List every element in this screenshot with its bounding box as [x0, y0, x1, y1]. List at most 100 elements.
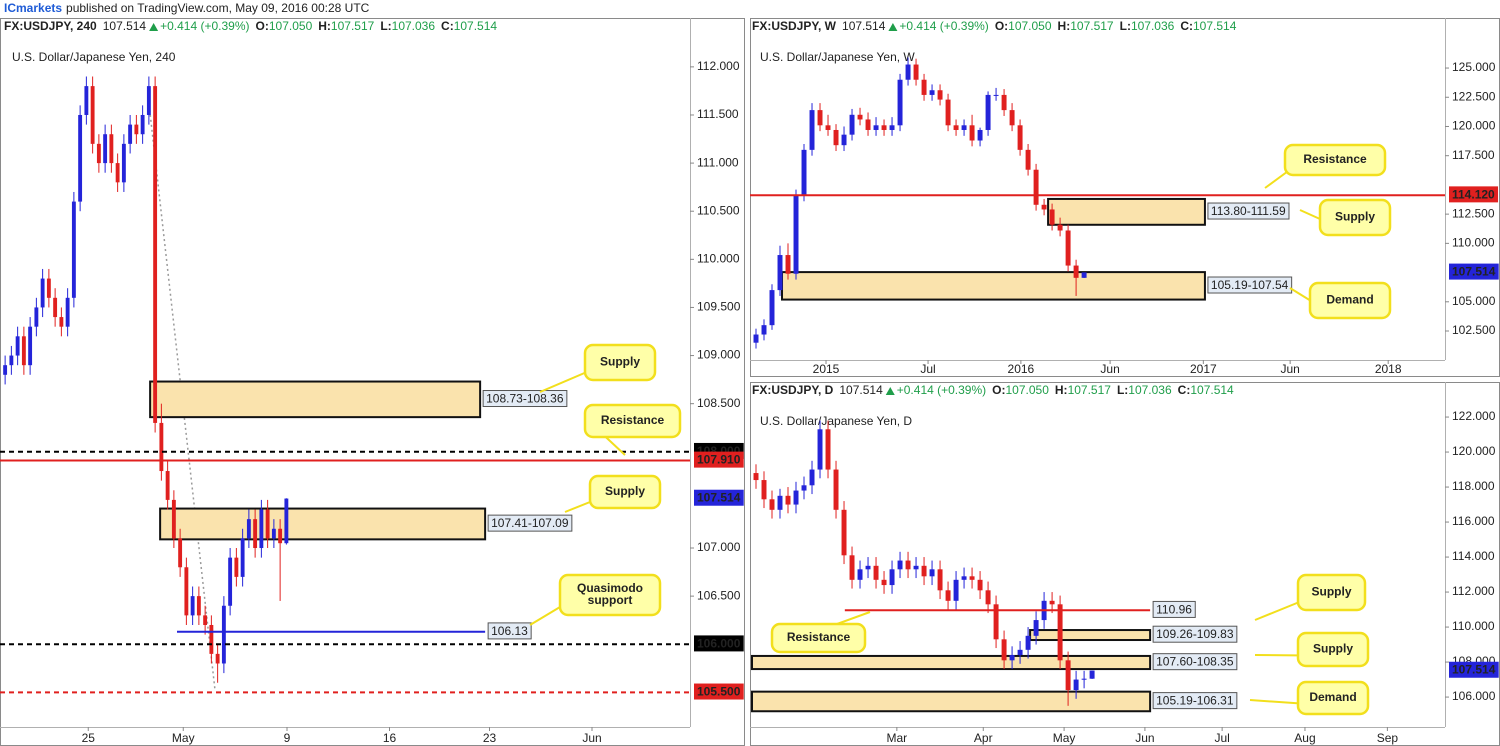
last-price: 107.514 [103, 19, 147, 33]
label-box [1449, 661, 1499, 678]
candle-body [777, 255, 783, 291]
symbol: FX:USDJPY, D [752, 383, 834, 397]
candle-body [817, 110, 823, 126]
candle-body [153, 86, 158, 423]
candle-body [921, 79, 927, 95]
candle-body [841, 509, 847, 556]
candle-body [40, 278, 45, 308]
candle-body [84, 86, 89, 115]
ohlc-key: C: [1180, 19, 1193, 33]
x-tick-label: 2015 [813, 362, 840, 376]
candle-body [253, 519, 258, 549]
candle-body [889, 125, 895, 130]
candle-body [873, 565, 879, 580]
candle-body [769, 290, 775, 326]
ohlc-value: 107.050 [1006, 383, 1050, 397]
chart-title: U.S. Dollar/Japanese Yen, W [760, 50, 915, 64]
candle-body [46, 278, 51, 298]
candle-body [945, 99, 951, 126]
label-box [694, 489, 744, 506]
up-arrow [149, 23, 159, 31]
candle-body [103, 134, 108, 164]
candle-body [897, 560, 903, 570]
ohlc-value: 107.036 [1131, 19, 1175, 33]
candle-body [209, 624, 214, 654]
callout-box [1296, 631, 1370, 668]
y-tick-label: 122.000 [1452, 409, 1496, 423]
callout-text: Supply [1313, 642, 1353, 656]
ohlc-value: 107.517 [1070, 19, 1114, 33]
candle-body [889, 569, 895, 586]
candle-body [865, 565, 871, 570]
candle-body [945, 590, 951, 601]
candle-body [1001, 639, 1007, 661]
callout-box [588, 474, 662, 510]
y-tick-label: 117.500 [1452, 148, 1495, 162]
candle-body [1057, 224, 1063, 231]
ohlc-key: L: [1117, 383, 1128, 397]
label-box [487, 514, 573, 532]
zone [159, 507, 487, 541]
candle-body [769, 499, 775, 510]
overlay: 109.26-109.83 107.60-108.35 105.19-106.31 1… [770, 573, 1499, 716]
zone-label: 107.60-108.35 [1156, 655, 1234, 669]
candle-body [71, 201, 76, 298]
y-tick-label: 111.500 [697, 107, 739, 121]
last-price-label: 107.514 [1452, 663, 1496, 677]
label-box [694, 635, 744, 652]
ohlc-key: H: [1055, 383, 1068, 397]
candle-body [753, 473, 759, 481]
candle-body [1089, 670, 1095, 679]
ohlc-value: 107.036 [1128, 383, 1172, 397]
callout-text: Demand [1326, 293, 1373, 307]
candle-body [1041, 204, 1047, 210]
zone [751, 690, 1152, 713]
candle-body [1025, 149, 1031, 170]
x-tick-label: Sep [1377, 731, 1399, 745]
candle-body [977, 129, 983, 141]
candle-body [165, 471, 170, 500]
candle-body [961, 576, 967, 580]
x-tick-label: 25 [82, 731, 96, 745]
callout-box [1296, 680, 1370, 716]
callout-text: Supply [1335, 210, 1375, 224]
symbol-header: FX:USDJPY, 240 107.514 +0.414 (+0.39%) O:10… [4, 19, 497, 33]
ohlc-value: 107.514 [1190, 383, 1234, 397]
candle-body [178, 538, 183, 568]
candle-body [171, 499, 176, 539]
candle-body [937, 569, 943, 591]
zone [751, 654, 1152, 671]
symbol-header: FX:USDJPY, W 107.514 +0.414 (+0.39%) O:107.… [752, 19, 1237, 33]
ohlc-key: C: [441, 19, 454, 33]
candle-body [134, 124, 139, 135]
candle-body [953, 579, 959, 601]
candle-body [881, 125, 887, 130]
candle-body [865, 119, 871, 130]
ohlc-value: 107.517 [1068, 383, 1112, 397]
x-tick-label: 23 [483, 731, 497, 745]
candle-body [825, 429, 831, 470]
callout-box [1296, 573, 1367, 612]
plot-area [0, 76, 690, 694]
candle-body [190, 596, 195, 616]
candle-body [221, 605, 226, 664]
candle-body [228, 557, 233, 606]
y-tick-label: 116.000 [1452, 514, 1495, 528]
callout-text: Supply [1311, 585, 1351, 599]
candle-body [913, 64, 919, 80]
x-tick-label: Jul [920, 362, 935, 376]
callout-box [583, 343, 657, 382]
callout-box [1283, 143, 1387, 177]
chart-title: U.S. Dollar/Japanese Yen, 240 [12, 50, 176, 64]
candle-body [809, 110, 815, 150]
zone-label: 107.41-107.09 [491, 516, 569, 530]
last-price: 107.514 [842, 19, 886, 33]
candle-body [1009, 655, 1015, 661]
candle-body [985, 590, 991, 605]
y-tick-label: 122.500 [1452, 89, 1496, 103]
candle-body [53, 297, 58, 318]
callout-text: Resistance [601, 413, 665, 427]
candle-body [246, 519, 251, 539]
candle-body [159, 422, 164, 472]
symbol-header: FX:USDJPY, D 107.514 +0.414 (+0.39%) O:107.… [752, 383, 1234, 397]
